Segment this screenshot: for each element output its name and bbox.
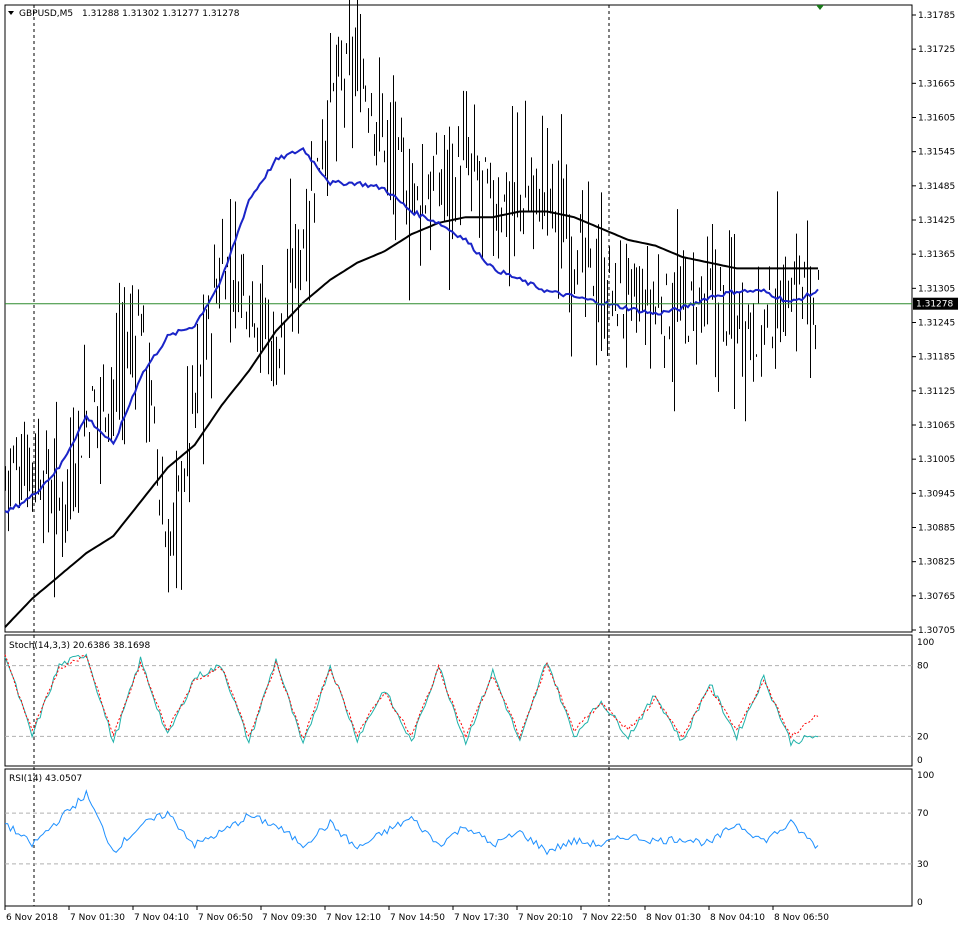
chart-symbol: GBPUSD,M5 [19, 9, 73, 19]
level-label: 80 [917, 662, 929, 672]
stoch-levels: 100 80 20 0 [5, 638, 934, 766]
time-tick-label: 6 Nov 2018 [6, 913, 58, 923]
level-label: 20 [917, 732, 929, 742]
chart-menu-icon[interactable] [8, 11, 14, 15]
price-tick-label: 1.31785 [918, 11, 955, 21]
rsi-label: RSI(14) 43.0507 [9, 774, 82, 784]
time-tick-label: 7 Nov 01:30 [70, 913, 125, 923]
price-tick-label: 1.30765 [918, 592, 955, 602]
time-axis: 6 Nov 2018 7 Nov 01:30 7 Nov 04:10 7 Nov 06… [4, 906, 829, 923]
price-panel-frame [4, 4, 913, 633]
price-tick-label: 1.31065 [918, 421, 955, 431]
price-tick-label: 1.31485 [918, 182, 955, 192]
price-tick-label: 1.31665 [918, 79, 955, 89]
rsi-levels: 100 70 30 0 [5, 771, 934, 908]
chart-ohlc: 1.31288 1.31302 1.31277 1.31278 [82, 9, 240, 19]
price-tick-label: 1.31305 [918, 284, 955, 294]
price-tick-label: 1.31125 [918, 387, 955, 397]
price-tick-label: 1.31725 [918, 45, 955, 55]
level-label: 0 [917, 898, 923, 908]
stoch-label: Stoch(14,3,3) 20.6386 38.1698 [9, 641, 150, 651]
level-label: 100 [917, 771, 934, 781]
time-tick-label: 8 Nov 01:30 [646, 913, 701, 923]
price-tick-label: 1.31605 [918, 114, 955, 124]
time-tick-label: 7 Nov 17:30 [454, 913, 509, 923]
trade-marker-icon [816, 5, 824, 10]
current-price-tag: 1.31278 [913, 297, 958, 310]
price-axis: 1.31785 1.31725 1.31665 1.31605 1.31545 1.314… [912, 11, 955, 636]
price-bars [5, 0, 819, 598]
level-label: 100 [917, 638, 934, 648]
rsi-panel-frame [4, 768, 913, 907]
time-tick-label: 7 Nov 20:10 [518, 913, 573, 923]
price-tick-label: 1.31245 [918, 319, 955, 329]
price-tick-label: 1.31185 [918, 353, 955, 363]
price-tick-label: 1.31425 [918, 216, 955, 226]
price-tick-label: 1.30945 [918, 489, 955, 499]
price-tick-label: 1.30705 [918, 626, 955, 636]
time-tick-label: 7 Nov 06:50 [198, 913, 253, 923]
price-tick-label: 1.31365 [918, 250, 955, 260]
time-tick-label: 7 Nov 09:30 [262, 913, 317, 923]
ma-fast-line [4, 147, 819, 514]
time-tick-label: 7 Nov 04:10 [134, 913, 189, 923]
level-label: 0 [917, 756, 923, 766]
ma-slow-line [4, 210, 818, 628]
time-tick-label: 7 Nov 12:10 [326, 913, 381, 923]
price-tick-label: 1.30825 [918, 558, 955, 568]
price-tick-label: 1.30885 [918, 524, 955, 534]
level-label: 70 [917, 809, 929, 819]
stoch-panel-frame [4, 634, 913, 767]
time-tick-label: 8 Nov 06:50 [774, 913, 829, 923]
price-tick-label: 1.31545 [918, 148, 955, 158]
time-tick-label: 7 Nov 22:50 [582, 913, 637, 923]
stoch-signal-line [4, 654, 819, 740]
rsi-line [4, 789, 819, 856]
current-price-label: 1.31278 [916, 300, 953, 310]
period-separators [33, 5, 610, 906]
level-label: 30 [917, 860, 929, 870]
time-tick-label: 8 Nov 04:10 [710, 913, 765, 923]
stoch-main-line [4, 653, 819, 748]
price-tick-label: 1.31005 [918, 455, 955, 465]
time-tick-label: 7 Nov 14:50 [390, 913, 445, 923]
